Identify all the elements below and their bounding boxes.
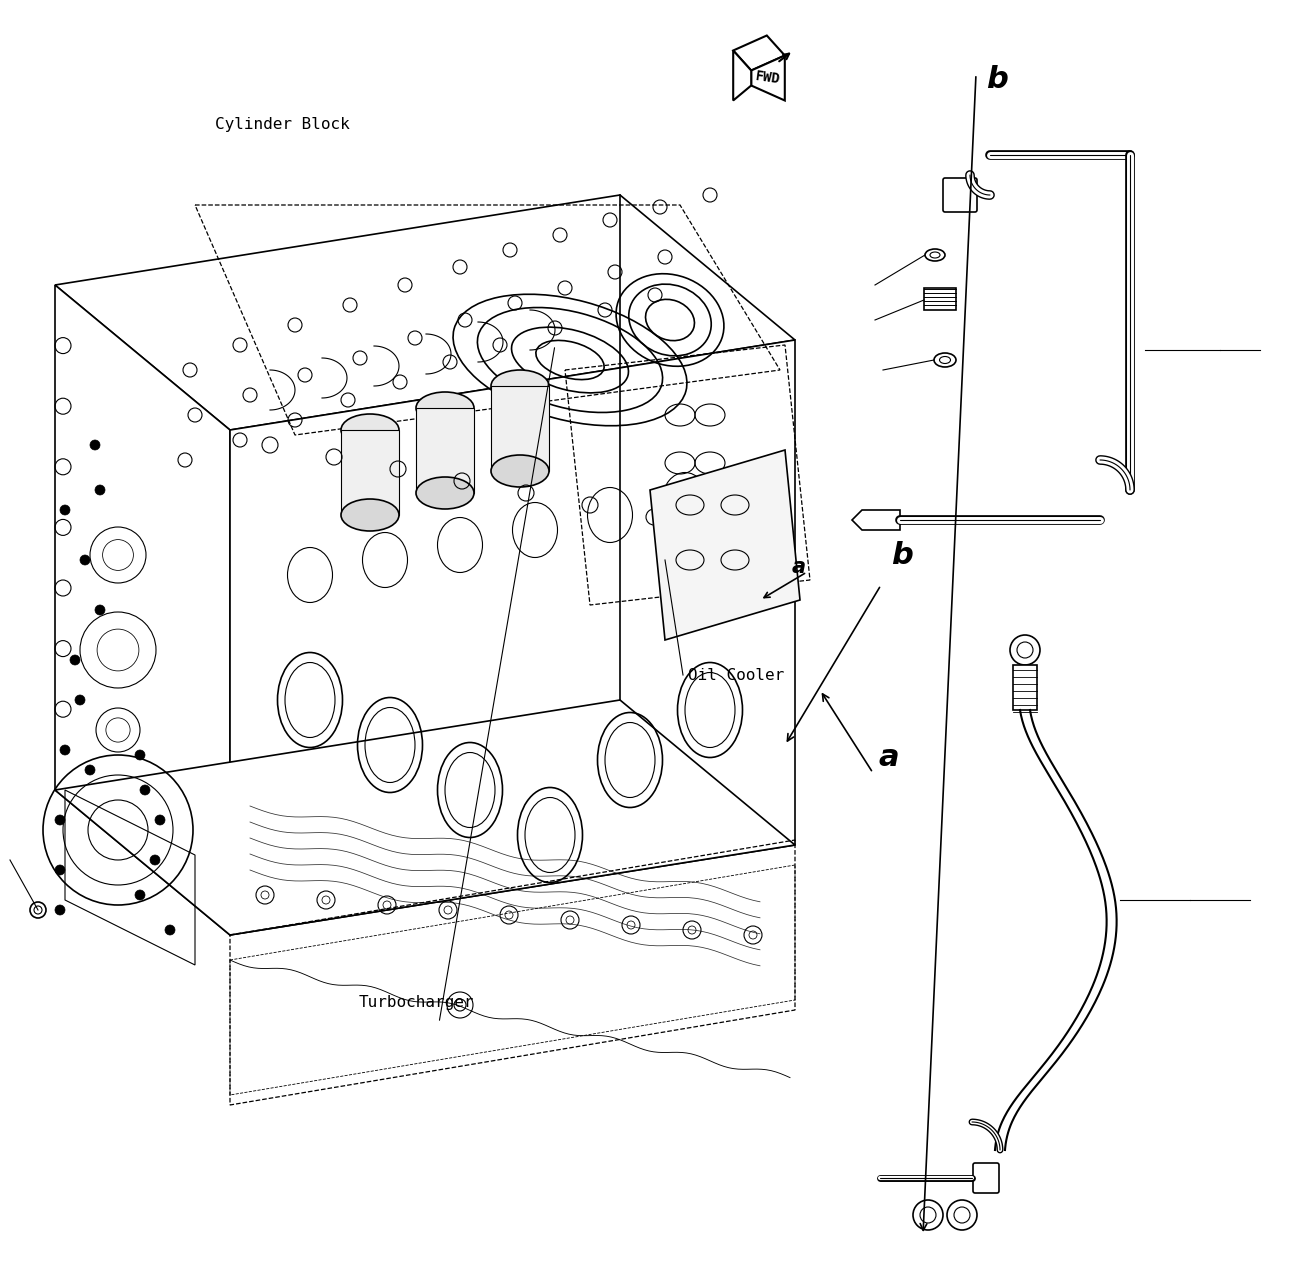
Text: Oil Cooler: Oil Cooler — [687, 668, 784, 682]
Circle shape — [1017, 643, 1033, 658]
Polygon shape — [733, 51, 752, 101]
Circle shape — [948, 1200, 978, 1230]
Circle shape — [80, 555, 90, 565]
Circle shape — [920, 1207, 936, 1223]
Polygon shape — [416, 408, 474, 493]
Circle shape — [71, 655, 80, 666]
Text: a: a — [792, 557, 806, 578]
Polygon shape — [491, 386, 549, 470]
Polygon shape — [752, 56, 784, 101]
Polygon shape — [55, 700, 795, 935]
Ellipse shape — [416, 477, 474, 509]
Circle shape — [150, 856, 159, 864]
Circle shape — [90, 440, 101, 450]
Text: b: b — [985, 65, 1008, 93]
Circle shape — [914, 1200, 942, 1230]
Polygon shape — [341, 430, 399, 515]
Polygon shape — [55, 286, 230, 935]
Text: Turbocharger: Turbocharger — [359, 996, 474, 1011]
Ellipse shape — [341, 499, 399, 530]
Circle shape — [95, 484, 105, 495]
Ellipse shape — [491, 370, 549, 402]
Polygon shape — [733, 36, 784, 70]
Circle shape — [85, 765, 95, 775]
Circle shape — [156, 815, 165, 825]
Ellipse shape — [940, 357, 950, 363]
Circle shape — [135, 890, 145, 900]
Polygon shape — [852, 510, 901, 530]
Ellipse shape — [491, 455, 549, 487]
Circle shape — [74, 695, 85, 705]
Circle shape — [55, 905, 65, 915]
Circle shape — [1010, 635, 1040, 666]
Circle shape — [954, 1207, 970, 1223]
Ellipse shape — [931, 252, 940, 258]
Polygon shape — [230, 340, 795, 935]
Circle shape — [55, 864, 65, 875]
Circle shape — [55, 815, 65, 825]
Text: a: a — [878, 743, 899, 773]
Ellipse shape — [935, 353, 955, 367]
Circle shape — [60, 745, 71, 755]
Polygon shape — [55, 195, 795, 430]
Circle shape — [140, 785, 150, 796]
Polygon shape — [650, 450, 800, 640]
FancyBboxPatch shape — [1013, 666, 1036, 710]
Text: Cylinder Block: Cylinder Block — [214, 116, 350, 131]
Ellipse shape — [341, 414, 399, 446]
Text: FWD: FWD — [754, 69, 782, 87]
Circle shape — [95, 606, 105, 615]
FancyBboxPatch shape — [924, 288, 955, 310]
FancyBboxPatch shape — [972, 1163, 999, 1193]
Text: b: b — [891, 541, 912, 570]
Circle shape — [30, 901, 46, 918]
FancyBboxPatch shape — [942, 179, 978, 212]
Circle shape — [135, 750, 145, 760]
Ellipse shape — [925, 249, 945, 261]
Ellipse shape — [416, 391, 474, 425]
Circle shape — [165, 924, 175, 935]
Circle shape — [34, 907, 42, 914]
Circle shape — [60, 505, 71, 515]
